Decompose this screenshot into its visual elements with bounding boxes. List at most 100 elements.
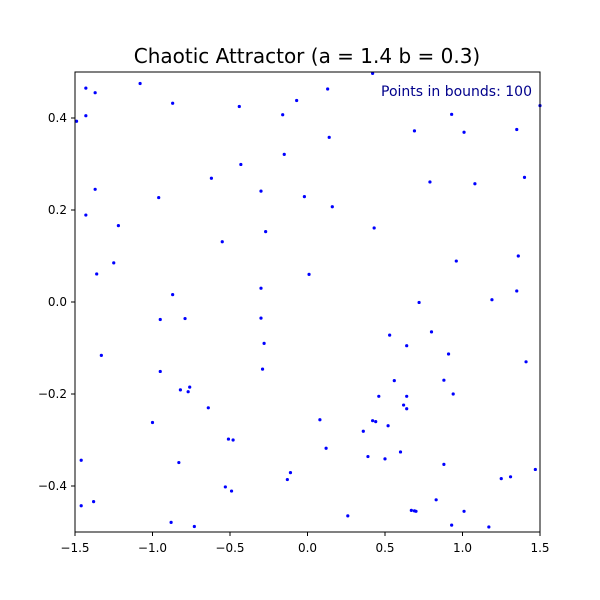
data-point-2	[138, 81, 142, 86]
data-point-37	[307, 272, 311, 276]
data-point-22	[522, 175, 527, 179]
data-point-86	[223, 485, 227, 489]
points-layer	[74, 71, 542, 529]
data-point-46	[429, 330, 434, 334]
data-point-13	[412, 129, 417, 133]
data-point-66	[150, 420, 155, 425]
data-point-26	[302, 195, 306, 199]
data-point-59	[186, 390, 190, 394]
data-point-71	[361, 429, 365, 433]
data-point-98	[487, 525, 491, 529]
data-point-11	[450, 112, 454, 116]
data-point-1	[93, 91, 97, 95]
data-point-69	[374, 420, 378, 424]
data-point-51	[446, 352, 451, 356]
plot-area-frame	[74, 71, 541, 533]
data-point-32	[220, 240, 224, 244]
data-point-20	[428, 180, 432, 184]
x-tick-label-4: 0.5	[375, 541, 394, 555]
data-point-34	[454, 259, 458, 263]
data-point-57	[188, 385, 192, 389]
data-point-0	[84, 86, 88, 90]
data-point-60	[451, 392, 455, 396]
data-point-62	[405, 394, 409, 398]
data-point-39	[171, 293, 175, 297]
data-point-10	[281, 113, 285, 117]
data-point-21	[473, 182, 477, 186]
data-point-74	[324, 446, 328, 450]
data-point-56	[442, 378, 446, 382]
data-point-67	[318, 418, 322, 422]
data-point-7	[171, 101, 175, 105]
data-point-16	[327, 135, 331, 139]
data-point-58	[178, 388, 182, 392]
data-point-33	[516, 254, 520, 258]
data-point-3	[326, 87, 330, 91]
data-point-8	[237, 104, 241, 109]
data-point-15	[515, 127, 519, 132]
x-tick-label-0: −1.5	[60, 541, 89, 555]
y-tick-label-3: 0.2	[48, 203, 67, 217]
data-point-90	[79, 504, 83, 508]
x-tick-label-6: 1.5	[530, 541, 549, 555]
data-point-49	[405, 344, 409, 348]
data-point-97	[450, 523, 454, 527]
data-point-50	[99, 353, 103, 357]
data-point-40	[490, 298, 494, 302]
data-point-88	[434, 498, 438, 502]
data-point-23	[93, 187, 97, 191]
data-point-5	[74, 119, 79, 123]
data-point-78	[79, 458, 83, 462]
y-axis: −0.4 −0.2 0.0 0.2 0.4	[38, 111, 75, 493]
data-point-24	[259, 189, 263, 193]
data-point-89	[92, 500, 96, 504]
y-tick-label-2: 0.0	[48, 295, 67, 309]
data-point-6	[84, 114, 88, 118]
x-tick-label-5: 1.0	[453, 541, 472, 555]
data-point-75	[398, 450, 403, 454]
x-tick-label-3: 0.0	[298, 541, 317, 555]
data-point-84	[499, 477, 503, 481]
x-axis: −1.5 −1.0 −0.5 0.0 0.5 1.0 1.5	[60, 532, 550, 555]
data-point-91	[409, 508, 413, 512]
data-point-45	[259, 316, 263, 320]
data-point-55	[392, 379, 396, 383]
data-point-87	[229, 489, 234, 493]
data-point-36	[95, 272, 99, 276]
data-point-44	[183, 316, 187, 321]
data-point-25	[157, 195, 161, 200]
data-point-70	[386, 424, 390, 428]
data-point-93	[462, 509, 466, 513]
data-point-48	[262, 341, 266, 345]
data-point-38	[259, 286, 263, 290]
y-tick-label-1: −0.2	[38, 387, 67, 401]
data-point-47	[388, 333, 392, 337]
data-point-85	[508, 475, 513, 479]
data-point-82	[533, 467, 537, 472]
data-point-96	[192, 524, 196, 529]
data-point-30	[372, 226, 376, 230]
data-point-73	[231, 438, 235, 442]
data-point-79	[177, 460, 181, 465]
data-point-18	[239, 162, 243, 167]
data-point-77	[383, 457, 387, 461]
data-point-80	[442, 462, 446, 466]
data-point-94	[346, 514, 350, 518]
data-point-31	[264, 230, 268, 234]
data-point-17	[282, 152, 286, 156]
data-point-95	[169, 520, 173, 524]
data-point-52	[524, 360, 528, 364]
data-point-14	[462, 130, 466, 134]
data-point-19	[209, 176, 213, 180]
data-point-72	[226, 437, 231, 441]
data-point-65	[405, 407, 409, 411]
data-point-4	[371, 71, 375, 75]
points-in-bounds-annotation: Points in bounds: 100	[381, 84, 532, 100]
x-tick-label-2: −0.5	[215, 541, 244, 555]
data-point-9	[295, 98, 299, 103]
data-point-83	[285, 477, 289, 482]
y-tick-label-4: 0.4	[48, 111, 67, 125]
data-point-99	[414, 509, 418, 513]
data-point-81	[288, 471, 293, 475]
